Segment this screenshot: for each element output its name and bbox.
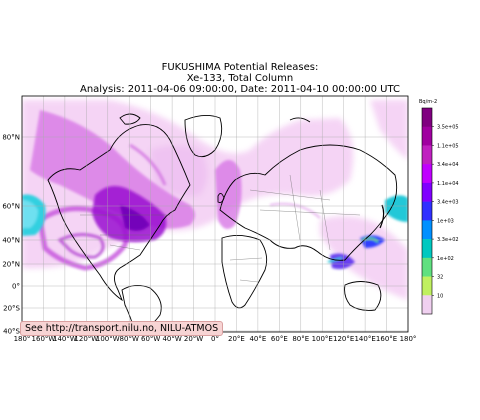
lat-label: 20°S — [3, 305, 20, 313]
lon-label: 80°E — [292, 335, 309, 343]
lon-label: 140°W — [53, 335, 77, 343]
lat-label: 40°S — [3, 328, 20, 336]
lon-label: 180° — [400, 335, 417, 343]
lon-label: 80°W — [120, 335, 139, 343]
colorbar-labels: 3.5e+05 1.1e+05 3.4e+04 1.1e+04 3.4e+03 1e+03… — [432, 125, 459, 299]
colorbar-tick-label: 3.5e+05 — [437, 125, 459, 131]
lon-label: 140°E — [354, 335, 375, 343]
colorbar — [421, 107, 433, 315]
lon-label: 120°W — [74, 335, 98, 343]
colorbar-tick-label: 1e+02 — [437, 256, 454, 262]
colorbar-segment — [422, 220, 432, 240]
lat-label: 60°N — [2, 203, 20, 211]
grid-lines — [21, 96, 409, 332]
lon-label: 60°E — [271, 335, 288, 343]
latitude-labels: 80°N 60°N 40°N 20°N 0° 20°S 40°S — [2, 134, 20, 336]
colorbar-tick-label: 3.4e+04 — [437, 162, 459, 168]
colorbar-segment — [422, 295, 432, 315]
colorbar-frame — [421, 107, 433, 315]
plume-cyan-west — [22, 194, 46, 236]
colorbar-segment — [422, 182, 432, 202]
lat-label: 20°N — [2, 261, 20, 269]
title-line-3: Analysis: 2011-04-06 09:00:00, Date: 201… — [80, 84, 400, 95]
colorbar-tick-label: 3.3e+02 — [437, 237, 459, 243]
lon-label: 40°W — [162, 335, 181, 343]
colorbar-segment — [422, 126, 432, 146]
lon-label: 100°E — [312, 335, 333, 343]
colorbar-segment — [422, 276, 432, 296]
lat-label: 40°N — [2, 237, 20, 245]
lon-label: 100°W — [96, 335, 120, 343]
lon-label: 120°E — [333, 335, 354, 343]
title-line-2: Xe-133, Total Column — [186, 73, 294, 84]
colorbar-segment — [422, 145, 432, 165]
colorbar-segment — [422, 164, 432, 184]
lon-label: 40°E — [249, 335, 266, 343]
colorbar-tick-label: 3.4e+03 — [437, 200, 459, 206]
colorbar-segment — [422, 239, 432, 259]
lon-label: 0° — [211, 335, 219, 343]
colorbar-tick-label: 10 — [437, 293, 443, 299]
country-borders — [80, 174, 361, 283]
lon-label: 160°E — [376, 335, 397, 343]
lon-label: 20°W — [184, 335, 203, 343]
lat-label: 80°N — [2, 134, 20, 142]
title-line-1: FUKUSHIMA Potential Releases: — [161, 62, 319, 73]
colorbar-tick-label: 1e+03 — [437, 218, 454, 224]
colorbar-unit: Bq/m-2 — [419, 99, 438, 105]
credit-box: See http://transport.nilu.no, NILU-ATMOS — [20, 321, 224, 336]
lon-label: 160°W — [32, 335, 56, 343]
lon-label: 180° — [14, 335, 31, 343]
coastlines — [47, 113, 398, 332]
colorbar-tick-label: 1.1e+05 — [437, 143, 459, 149]
colorbar-segment — [422, 108, 432, 128]
lat-label: 0° — [12, 283, 20, 291]
lon-label: 60°W — [141, 335, 160, 343]
colorbar-segment — [422, 201, 432, 221]
colorbar-tick-label: 32 — [437, 275, 443, 281]
colorbar-tick-label: 1.1e+04 — [437, 181, 459, 187]
colorbar-segment — [422, 257, 432, 277]
lon-label: 20°E — [228, 335, 245, 343]
